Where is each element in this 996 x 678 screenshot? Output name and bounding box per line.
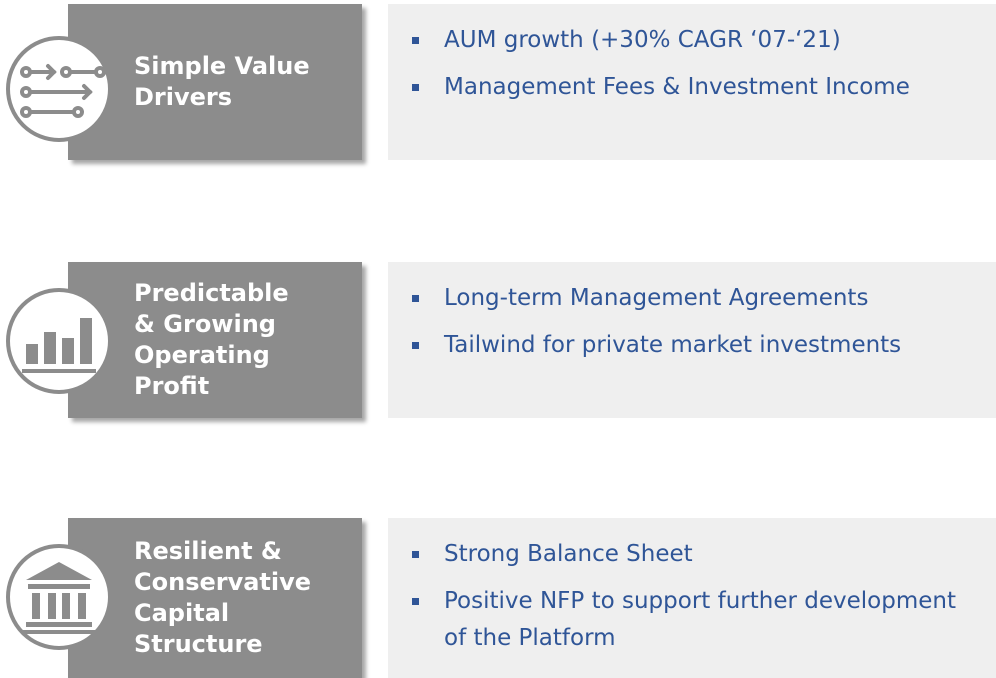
section: Simple Value Drivers AUM growth (+30% CA… — [0, 4, 996, 162]
title-line: Capital — [134, 599, 230, 627]
title-line: Operating — [134, 341, 270, 369]
bullet-panel: Long-term Management Agreements Tailwind… — [388, 262, 996, 418]
bullet: Positive NFP to support further developm… — [412, 583, 976, 657]
bank-icon — [6, 544, 112, 650]
title-line: Conservative — [134, 568, 312, 596]
bullet-panel: Strong Balance Sheet Positive NFP to sup… — [388, 518, 996, 678]
bullet-panel: AUM growth (+30% CAGR ‘07-‘21) Managemen… — [388, 4, 996, 160]
title-line: Resilient & — [134, 537, 282, 565]
section: Predictable & Growing Operating Profit L… — [0, 262, 996, 420]
drivers-icon — [6, 36, 112, 142]
bullet: Management Fees & Investment Income — [412, 69, 976, 106]
section-title: Simple Value Drivers — [68, 4, 362, 160]
bullet: AUM growth (+30% CAGR ‘07-‘21) — [412, 22, 976, 59]
title-line: Drivers — [134, 83, 233, 111]
section: Resilient & Conservative Capital Structu… — [0, 518, 996, 678]
bullet: Tailwind for private market investments — [412, 327, 976, 364]
title-line: & Growing — [134, 310, 276, 338]
bullet: Long-term Management Agreements — [412, 280, 976, 317]
title-line: Predictable — [134, 279, 289, 307]
section-title: Resilient & Conservative Capital Structu… — [68, 518, 362, 678]
bar-chart-icon — [6, 288, 112, 394]
section-title: Predictable & Growing Operating Profit — [68, 262, 362, 418]
bullet: Strong Balance Sheet — [412, 536, 976, 573]
title-line: Profit — [134, 372, 210, 400]
title-line: Structure — [134, 630, 263, 658]
title-line: Simple Value — [134, 52, 310, 80]
